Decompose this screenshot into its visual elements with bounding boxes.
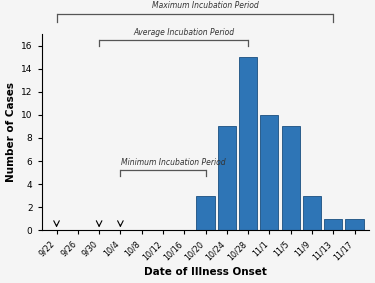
- Bar: [196, 196, 214, 230]
- Bar: [303, 196, 321, 230]
- Bar: [282, 127, 300, 230]
- Bar: [324, 219, 342, 230]
- Text: Minimum Incubation Period: Minimum Incubation Period: [121, 158, 226, 167]
- Text: Maximum Incubation Period: Maximum Incubation Period: [152, 1, 259, 10]
- Bar: [218, 127, 236, 230]
- X-axis label: Date of Illness Onset: Date of Illness Onset: [144, 267, 267, 277]
- Bar: [260, 115, 279, 230]
- Y-axis label: Number of Cases: Number of Cases: [6, 82, 15, 182]
- Bar: [239, 57, 257, 230]
- Text: Average Incubation Period: Average Incubation Period: [134, 28, 235, 37]
- Bar: [345, 219, 364, 230]
